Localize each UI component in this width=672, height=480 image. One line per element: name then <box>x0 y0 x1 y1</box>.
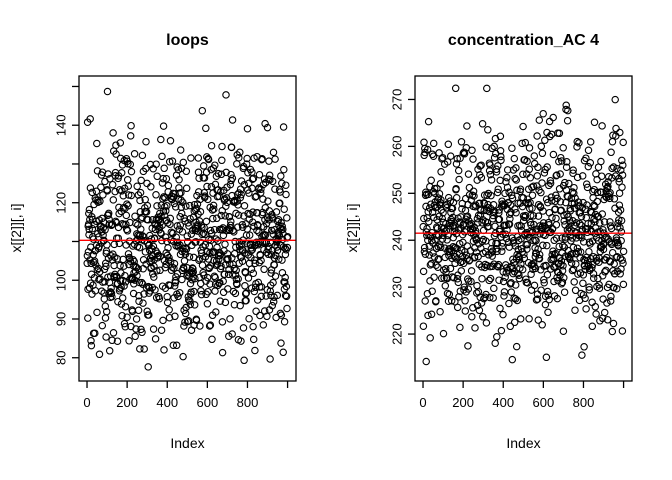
y-axis-ticks: 220 230 240 250 260 270 <box>390 89 415 345</box>
panel-title: concentration_AC 4 <box>447 32 600 49</box>
x-axis-label: Index <box>170 435 205 451</box>
x-axis-ticks: 0 200 400 600 800 <box>419 381 625 410</box>
x-tick-label: 800 <box>573 395 595 410</box>
x-tick-label: 0 <box>419 395 426 410</box>
x-tick-label: 0 <box>83 395 90 410</box>
panel-title: loops <box>166 32 209 49</box>
y-tick-label: 270 <box>390 89 405 111</box>
x-tick-label: 200 <box>116 395 138 410</box>
y-tick-label: 240 <box>390 229 405 251</box>
y-axis-ticks: 80 90 100 120 140 <box>54 85 79 365</box>
y-tick-label: 140 <box>54 114 69 136</box>
y-tick-label: 230 <box>390 276 405 298</box>
panel-loops: loops x[[2]][, i] 0 200 400 600 800 80 90 100 12… <box>8 32 297 451</box>
x-tick-label: 800 <box>237 395 259 410</box>
x-tick-label: 400 <box>156 395 178 410</box>
y-tick-label: 220 <box>390 323 405 345</box>
plot-box <box>78 75 297 382</box>
x-tick-label: 400 <box>492 395 514 410</box>
panel-concentration-ac-4: concentration_AC 4 x[[2]][, i] 0 200 400 60… <box>336 0 672 480</box>
y-tick-label: 100 <box>54 269 69 291</box>
scatter-points <box>419 84 628 366</box>
x-tick-label: 600 <box>197 395 219 410</box>
y-tick-label: 250 <box>390 182 405 204</box>
x-axis-label: Index <box>506 435 541 451</box>
plot-area: 0 200 400 600 800 80 90 100 120 140 <box>54 75 297 410</box>
x-axis-ticks: 0 200 400 600 800 <box>83 381 289 410</box>
scatter-points <box>83 87 292 371</box>
y-tick-label: 260 <box>390 136 405 158</box>
x-tick-label: 600 <box>533 395 555 410</box>
plot-area: 0 200 400 600 800 220 230 240 250 260 270 <box>390 75 633 410</box>
y-tick-label: 80 <box>54 351 69 365</box>
x-tick-label: 200 <box>452 395 474 410</box>
y-tick-label: 120 <box>54 192 69 214</box>
plot-box <box>414 75 633 382</box>
y-tick-label: 90 <box>54 312 69 326</box>
